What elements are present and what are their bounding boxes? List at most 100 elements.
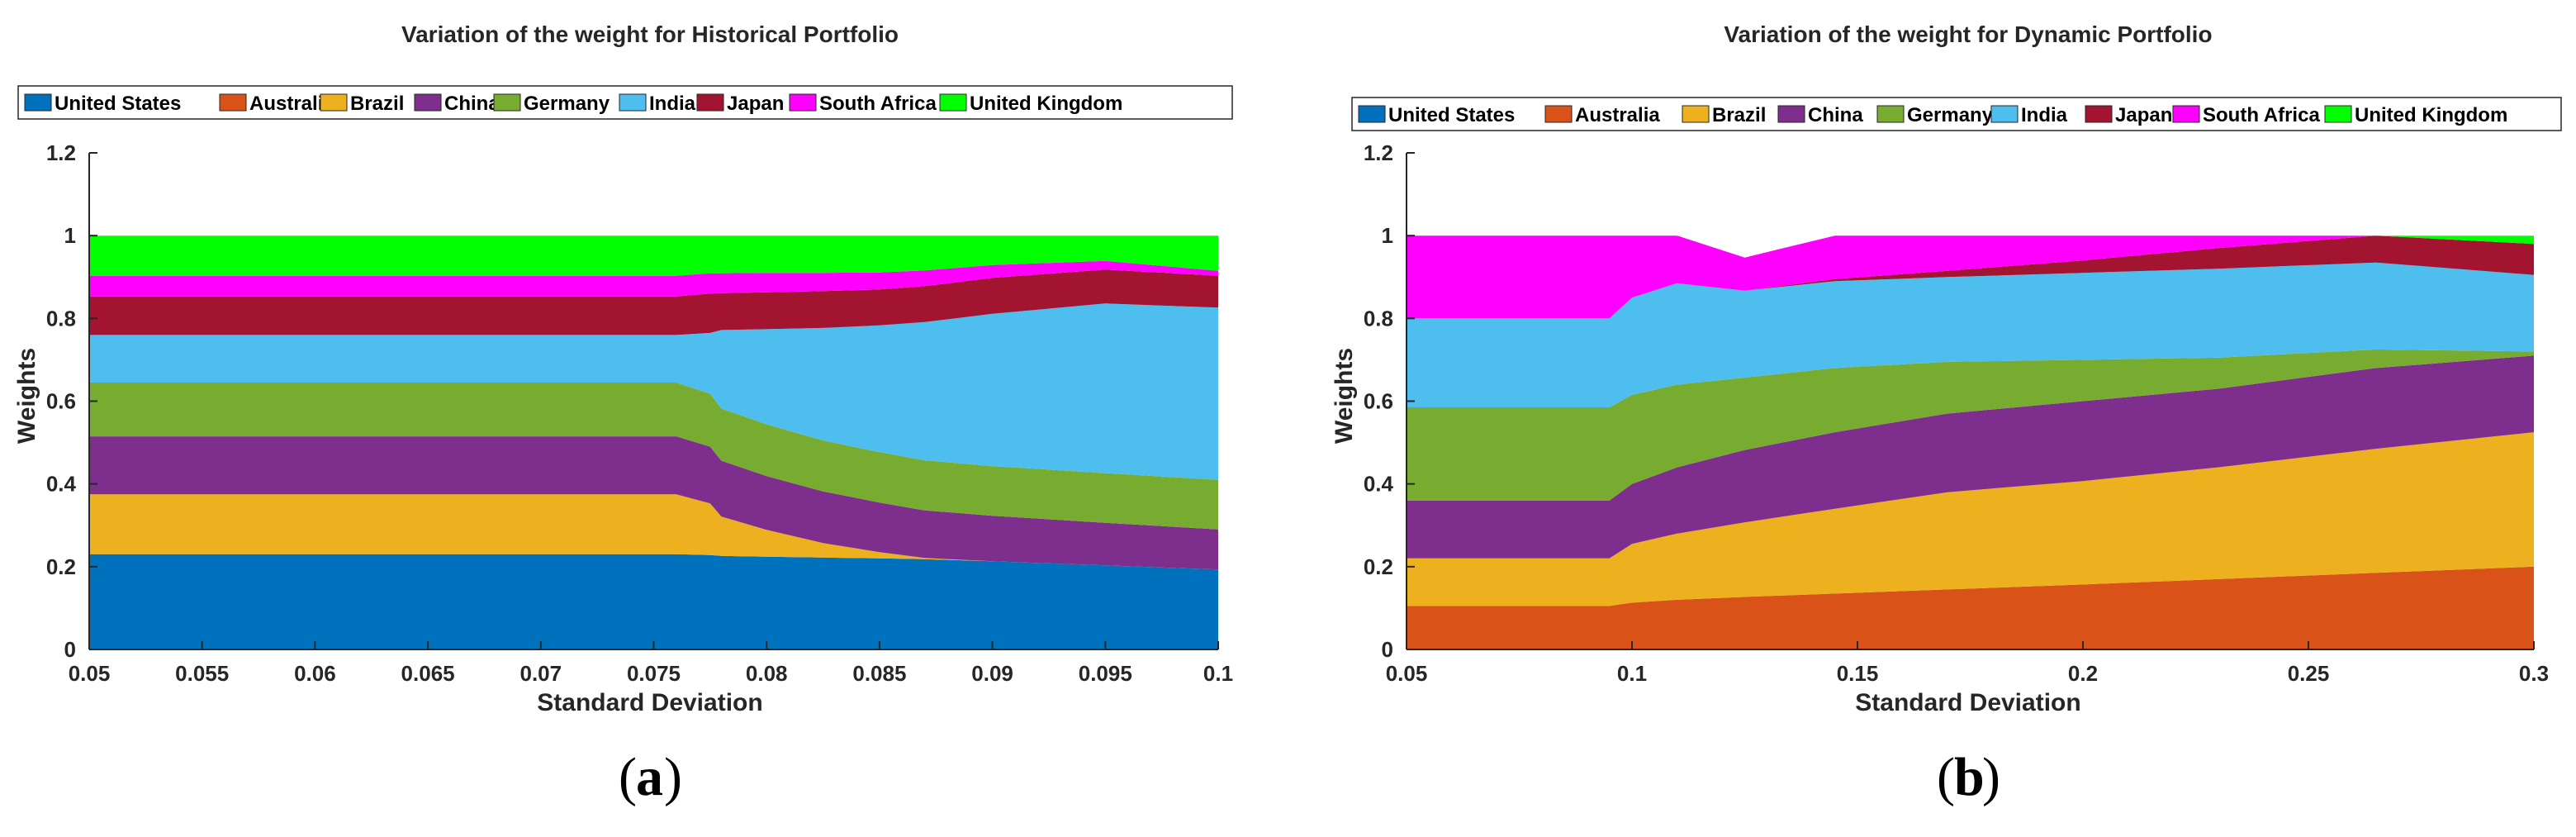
legend-swatch-india <box>619 93 647 112</box>
x-tick-label: 0.09 <box>971 661 1013 686</box>
area-brazil <box>1407 432 2534 606</box>
area-china <box>1407 355 2534 559</box>
area-brazil <box>89 494 1218 570</box>
panel-label-open-paren: ( <box>619 747 637 807</box>
panel-label-close-paren: ) <box>664 747 682 807</box>
legend-label-japan: Japan <box>2115 104 2172 126</box>
legend-label-australia: Australia <box>1575 104 1660 126</box>
panel-label: b <box>1954 747 1985 807</box>
chart-historical-portfolio: Variation of the weight for Historical P… <box>13 21 1233 807</box>
legend-swatch-united-kingdom <box>939 93 967 112</box>
y-tick-label: 0.2 <box>1364 554 1393 579</box>
x-tick-label: 0.075 <box>627 661 681 686</box>
legend-label-south-africa: South Africa <box>819 93 937 115</box>
area-japan <box>1407 235 2534 319</box>
area-china <box>89 436 1218 570</box>
x-tick-label: 0.06 <box>294 661 336 686</box>
legend-label-japan: Japan <box>727 93 784 115</box>
panel-label: a <box>636 747 663 807</box>
legend-swatch-brazil <box>320 93 348 112</box>
legend-label-united-states: United States <box>55 93 181 115</box>
legend-swatch-australia <box>1544 105 1573 123</box>
y-tick-label: 0.2 <box>46 554 76 579</box>
panel-label-close-paren: ) <box>1982 747 2000 807</box>
legend: United States Australia Brazil China Germany… <box>1351 97 2562 131</box>
legend: United States Australia Brazil China Germany… <box>17 85 1233 120</box>
x-tick-label: 0.085 <box>852 661 906 686</box>
y-tick-label: 0.8 <box>1364 306 1393 331</box>
area-united-states <box>89 554 1218 649</box>
axes: 0 0.2 0.4 0.6 0.8 1 1.2 0.05 0.055 0.06 0.065 0.07 0… <box>46 140 1233 686</box>
legend-swatch-united-kingdom <box>2324 105 2352 123</box>
legend-label-brazil: Brazil <box>1712 104 1766 126</box>
legend-swatch-united-states <box>24 93 52 112</box>
x-tick-label: 0.08 <box>746 661 788 686</box>
x-tick-label: 0.1 <box>1203 661 1233 686</box>
legend-label-china: China <box>1808 104 1863 126</box>
legend-swatch-japan <box>696 93 724 112</box>
legend-swatch-united-states <box>1358 105 1386 123</box>
x-tick-label: 0.25 <box>2288 661 2330 686</box>
y-tick-label: 1 <box>64 223 76 248</box>
legend-swatch-australia <box>219 93 247 112</box>
legend-label-germany: Germany <box>524 93 610 115</box>
area-germany <box>89 383 1218 530</box>
y-axis-label: Weights <box>1331 348 1358 444</box>
x-tick-label: 0.065 <box>401 661 455 686</box>
legend-label-united-states: United States <box>1388 104 1515 126</box>
area-india <box>1407 262 2534 407</box>
y-axis-label: Weights <box>13 348 40 444</box>
x-tick-label: 0.05 <box>69 661 111 686</box>
y-tick-label: 1.2 <box>1364 140 1393 165</box>
y-tick-label: 0.6 <box>46 389 76 414</box>
chart-title: Variation of the weight for Dynamic Port… <box>1724 21 2212 47</box>
legend-label-germany: Germany <box>1907 104 1994 126</box>
panel-label-open-paren: ( <box>1937 747 1955 807</box>
area-united-kingdom <box>89 235 1218 276</box>
x-tick-label: 0.1 <box>1617 661 1647 686</box>
legend-swatch-china <box>414 93 442 112</box>
legend-label-china: China <box>444 93 500 115</box>
legend-label-india: India <box>2021 104 2068 126</box>
area-south-africa <box>89 260 1218 297</box>
y-tick-label: 0.6 <box>1364 389 1393 414</box>
legend-swatch-japan <box>2085 105 2113 123</box>
area-united-kingdom <box>1407 235 2534 258</box>
area-south-africa <box>1407 235 2534 319</box>
legend-label-united-kingdom: United Kingdom <box>970 93 1122 115</box>
area-india <box>89 303 1218 480</box>
y-tick-label: 1.2 <box>46 140 76 165</box>
area-australia <box>1407 566 2534 649</box>
x-axis-label: Standard Deviation <box>1855 689 2080 716</box>
stacked-areas <box>1407 235 2534 649</box>
x-tick-label: 0.055 <box>175 661 229 686</box>
y-tick-label: 1 <box>1382 223 1393 248</box>
x-tick-label: 0.05 <box>1386 661 1428 686</box>
x-tick-label: 0.2 <box>2068 661 2098 686</box>
area-germany <box>1407 349 2534 501</box>
x-axis-label: Standard Deviation <box>537 689 762 716</box>
legend-label-india: India <box>649 93 696 115</box>
legend-swatch-germany <box>1876 105 1905 123</box>
y-tick-label: 0.8 <box>46 306 76 331</box>
legend-swatch-china <box>1777 105 1805 123</box>
legend-swatch-germany <box>493 93 521 112</box>
legend-label-united-kingdom: United Kingdom <box>2355 104 2507 126</box>
y-tick-label: 0 <box>1382 637 1393 662</box>
axes: 0 0.2 0.4 0.6 0.8 1 1.2 0.05 0.1 0.15 0.2 0.25 0.3 <box>1364 140 2549 686</box>
legend-swatch-brazil <box>1682 105 1710 123</box>
chart-title: Variation of the weight for Historical P… <box>401 21 899 47</box>
chart-dynamic-portfolio: Variation of the weight for Dynamic Port… <box>1331 21 2562 807</box>
legend-swatch-india <box>1990 105 2019 123</box>
area-japan <box>89 269 1218 335</box>
x-tick-label: 0.095 <box>1079 661 1132 686</box>
x-tick-label: 0.15 <box>1837 661 1879 686</box>
y-tick-label: 0.4 <box>46 472 77 497</box>
y-tick-label: 0.4 <box>1364 472 1394 497</box>
y-tick-label: 0 <box>64 637 76 662</box>
legend-label-brazil: Brazil <box>350 93 404 115</box>
x-tick-label: 0.3 <box>2519 661 2549 686</box>
x-tick-label: 0.07 <box>519 661 562 686</box>
legend-swatch-south-africa <box>789 93 817 112</box>
